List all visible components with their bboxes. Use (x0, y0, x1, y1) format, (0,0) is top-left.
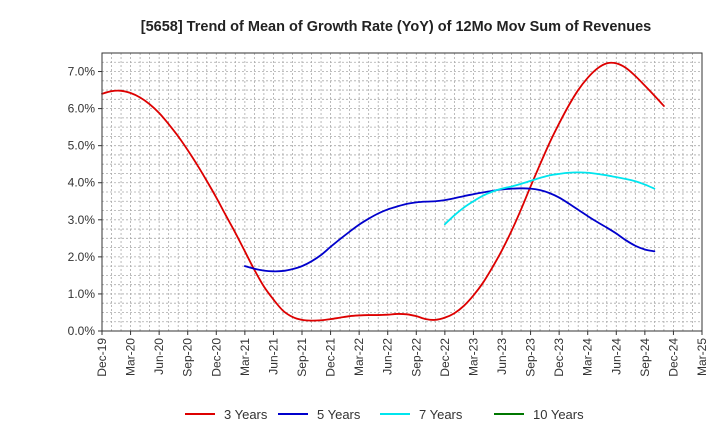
y-tick-label: 6.0% (68, 102, 96, 116)
x-tick-label: Dec-23 (552, 338, 566, 377)
grid-lines (102, 53, 702, 331)
x-tick-label: Mar-23 (466, 338, 480, 376)
legend-label-7-years: 7 Years (419, 407, 463, 422)
x-tick-label: Mar-20 (124, 338, 138, 376)
y-tick-label: 5.0% (68, 139, 96, 153)
series-line-3-years (101, 61, 665, 322)
y-tick-label: 4.0% (68, 176, 96, 190)
x-tick-label: Mar-22 (352, 338, 366, 376)
legend: 3 Years 5 Years 7 Years 10 Years (185, 407, 584, 422)
x-tick-label: Jun-22 (381, 338, 395, 375)
legend-label-3-years: 3 Years (224, 407, 268, 422)
legend-label-5-years: 5 Years (317, 407, 361, 422)
y-tick-label: 1.0% (68, 287, 96, 301)
x-axis-ticks: Dec-19 Mar-20 Jun-20 Sep-20 Dec-20 Mar-21 Jun-… (95, 331, 709, 377)
x-tick-label: Sep-20 (181, 338, 195, 377)
x-tick-label: Mar-25 (695, 338, 709, 376)
y-tick-label: 2.0% (68, 250, 96, 264)
plot-frame (101, 52, 703, 332)
x-tick-label: Dec-20 (209, 338, 223, 377)
x-tick-label: Jun-23 (495, 338, 509, 375)
y-tick-label: 7.0% (68, 65, 96, 79)
x-tick-label: Jun-20 (152, 338, 166, 375)
x-tick-label: Mar-21 (238, 338, 252, 376)
legend-label-10-years: 10 Years (533, 407, 584, 422)
chart-title: [5658] Trend of Mean of Growth Rate (YoY… (141, 19, 652, 35)
y-tick-label: 0.0% (68, 324, 96, 338)
x-tick-label: Dec-19 (95, 338, 109, 377)
series-line-7-years (443, 171, 656, 226)
x-tick-label: Sep-22 (409, 338, 423, 377)
x-tick-label: Dec-22 (438, 338, 452, 377)
x-tick-label: Dec-21 (324, 338, 338, 377)
x-tick-label: Dec-24 (666, 338, 680, 377)
x-tick-label: Jun-21 (266, 338, 280, 375)
series-line-5-years (243, 187, 656, 273)
x-tick-label: Sep-24 (638, 338, 652, 377)
x-tick-label: Sep-21 (295, 338, 309, 377)
y-axis-ticks: 0.0% 1.0% 2.0% 3.0% 4.0% 5.0% 6.0% 7.0% (68, 65, 102, 338)
series-lines (101, 61, 665, 322)
y-tick-label: 3.0% (68, 213, 96, 227)
x-tick-label: Jun-24 (609, 338, 623, 375)
x-tick-label: Sep-23 (524, 338, 538, 377)
x-tick-label: Mar-24 (581, 338, 595, 376)
